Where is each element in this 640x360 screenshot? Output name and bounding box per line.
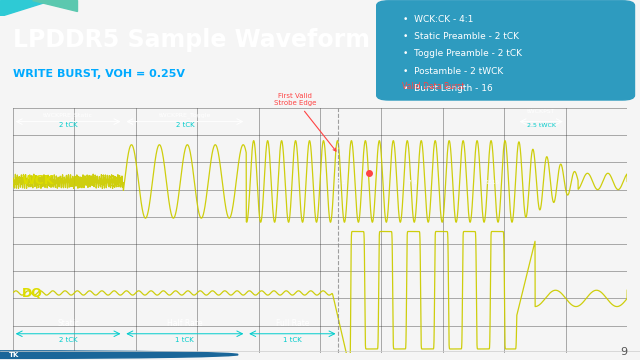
Text: •  WCK:CK - 4:1: • WCK:CK - 4:1 — [403, 15, 474, 24]
Text: First Valid
Strobe Edge: First Valid Strobe Edge — [274, 93, 336, 151]
Text: WRITE BURST, VOH = 0.25V: WRITE BURST, VOH = 0.25V — [13, 68, 185, 78]
Text: WCK: WCK — [22, 174, 54, 186]
Circle shape — [0, 351, 238, 359]
Text: Full Rate: Full Rate — [276, 319, 309, 328]
Text: 1 tCK: 1 tCK — [175, 337, 194, 343]
Text: tWCKPRE_Toggle: tWCKPRE_Toggle — [159, 112, 211, 118]
Text: Valid Data Burst: Valid Data Burst — [403, 82, 465, 91]
Text: Half Rate: Half Rate — [167, 319, 203, 328]
Text: 2 tCK: 2 tCK — [59, 122, 77, 128]
Text: tWCKPST: tWCKPST — [527, 109, 556, 114]
FancyBboxPatch shape — [377, 1, 634, 100]
Text: •  Postamble - 2 tWCK: • Postamble - 2 tWCK — [403, 67, 504, 76]
Text: 7 8: 7 8 — [408, 180, 417, 185]
Text: 2 tCK: 2 tCK — [175, 122, 194, 128]
Text: Static: Static — [57, 319, 79, 328]
Text: •  Burst Length - 16: • Burst Length - 16 — [403, 84, 493, 93]
Text: •  Static Preamble - 2 tCK: • Static Preamble - 2 tCK — [403, 32, 520, 41]
Polygon shape — [0, 0, 51, 16]
Text: 1516: 1516 — [485, 180, 499, 185]
Text: TK: TK — [9, 352, 19, 357]
Polygon shape — [32, 0, 77, 11]
Text: 1 tCK: 1 tCK — [283, 337, 301, 343]
Text: LPDDR5 Sample Waveform: LPDDR5 Sample Waveform — [13, 28, 370, 52]
Text: DQ: DQ — [22, 287, 43, 300]
Text: tWCKPRE_Static: tWCKPRE_Static — [43, 112, 93, 118]
Text: 2.5 tWCK: 2.5 tWCK — [527, 123, 556, 128]
Text: •  Toggle Preamble - 2 tCK: • Toggle Preamble - 2 tCK — [403, 49, 522, 58]
Text: 9: 9 — [620, 347, 627, 357]
Text: 2 tCK: 2 tCK — [59, 337, 77, 343]
Text: 1 2: 1 2 — [337, 180, 346, 185]
